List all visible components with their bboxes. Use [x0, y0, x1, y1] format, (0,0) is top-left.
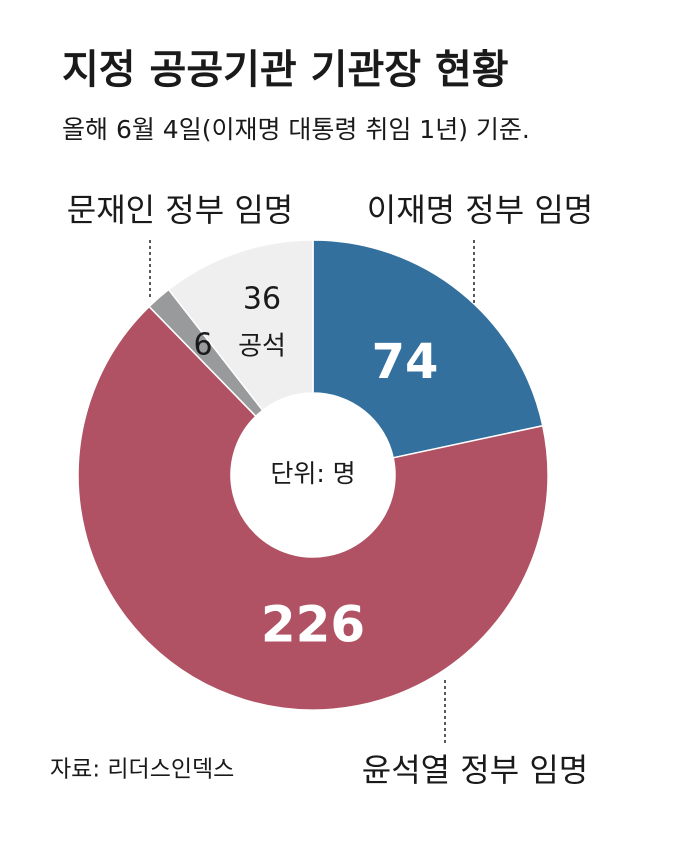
chart-subtitle: 올해 6월 4일(이재명 대통령 취임 1년) 기준. [62, 115, 530, 144]
value-label: 226 [261, 596, 365, 654]
category-label: 이재명 정부 임명 [367, 191, 593, 229]
category-label: 문재인 정부 임명 [67, 191, 293, 229]
slice [312, 239, 544, 459]
value-label: 6 [193, 328, 212, 363]
category-label: 윤석열 정부 임명 [362, 751, 588, 789]
value-label: 74 [372, 334, 439, 390]
donut [77, 239, 549, 711]
value-label: 36 [243, 282, 281, 317]
category-label: 공석 [238, 332, 286, 362]
source: 자료: 리더스인덱스 [50, 757, 234, 783]
chart-title: 지정 공공기관 기관장 현황 [62, 47, 509, 93]
slice [167, 239, 314, 412]
center-label: 단위: 명 [270, 459, 355, 488]
slice [77, 305, 549, 711]
